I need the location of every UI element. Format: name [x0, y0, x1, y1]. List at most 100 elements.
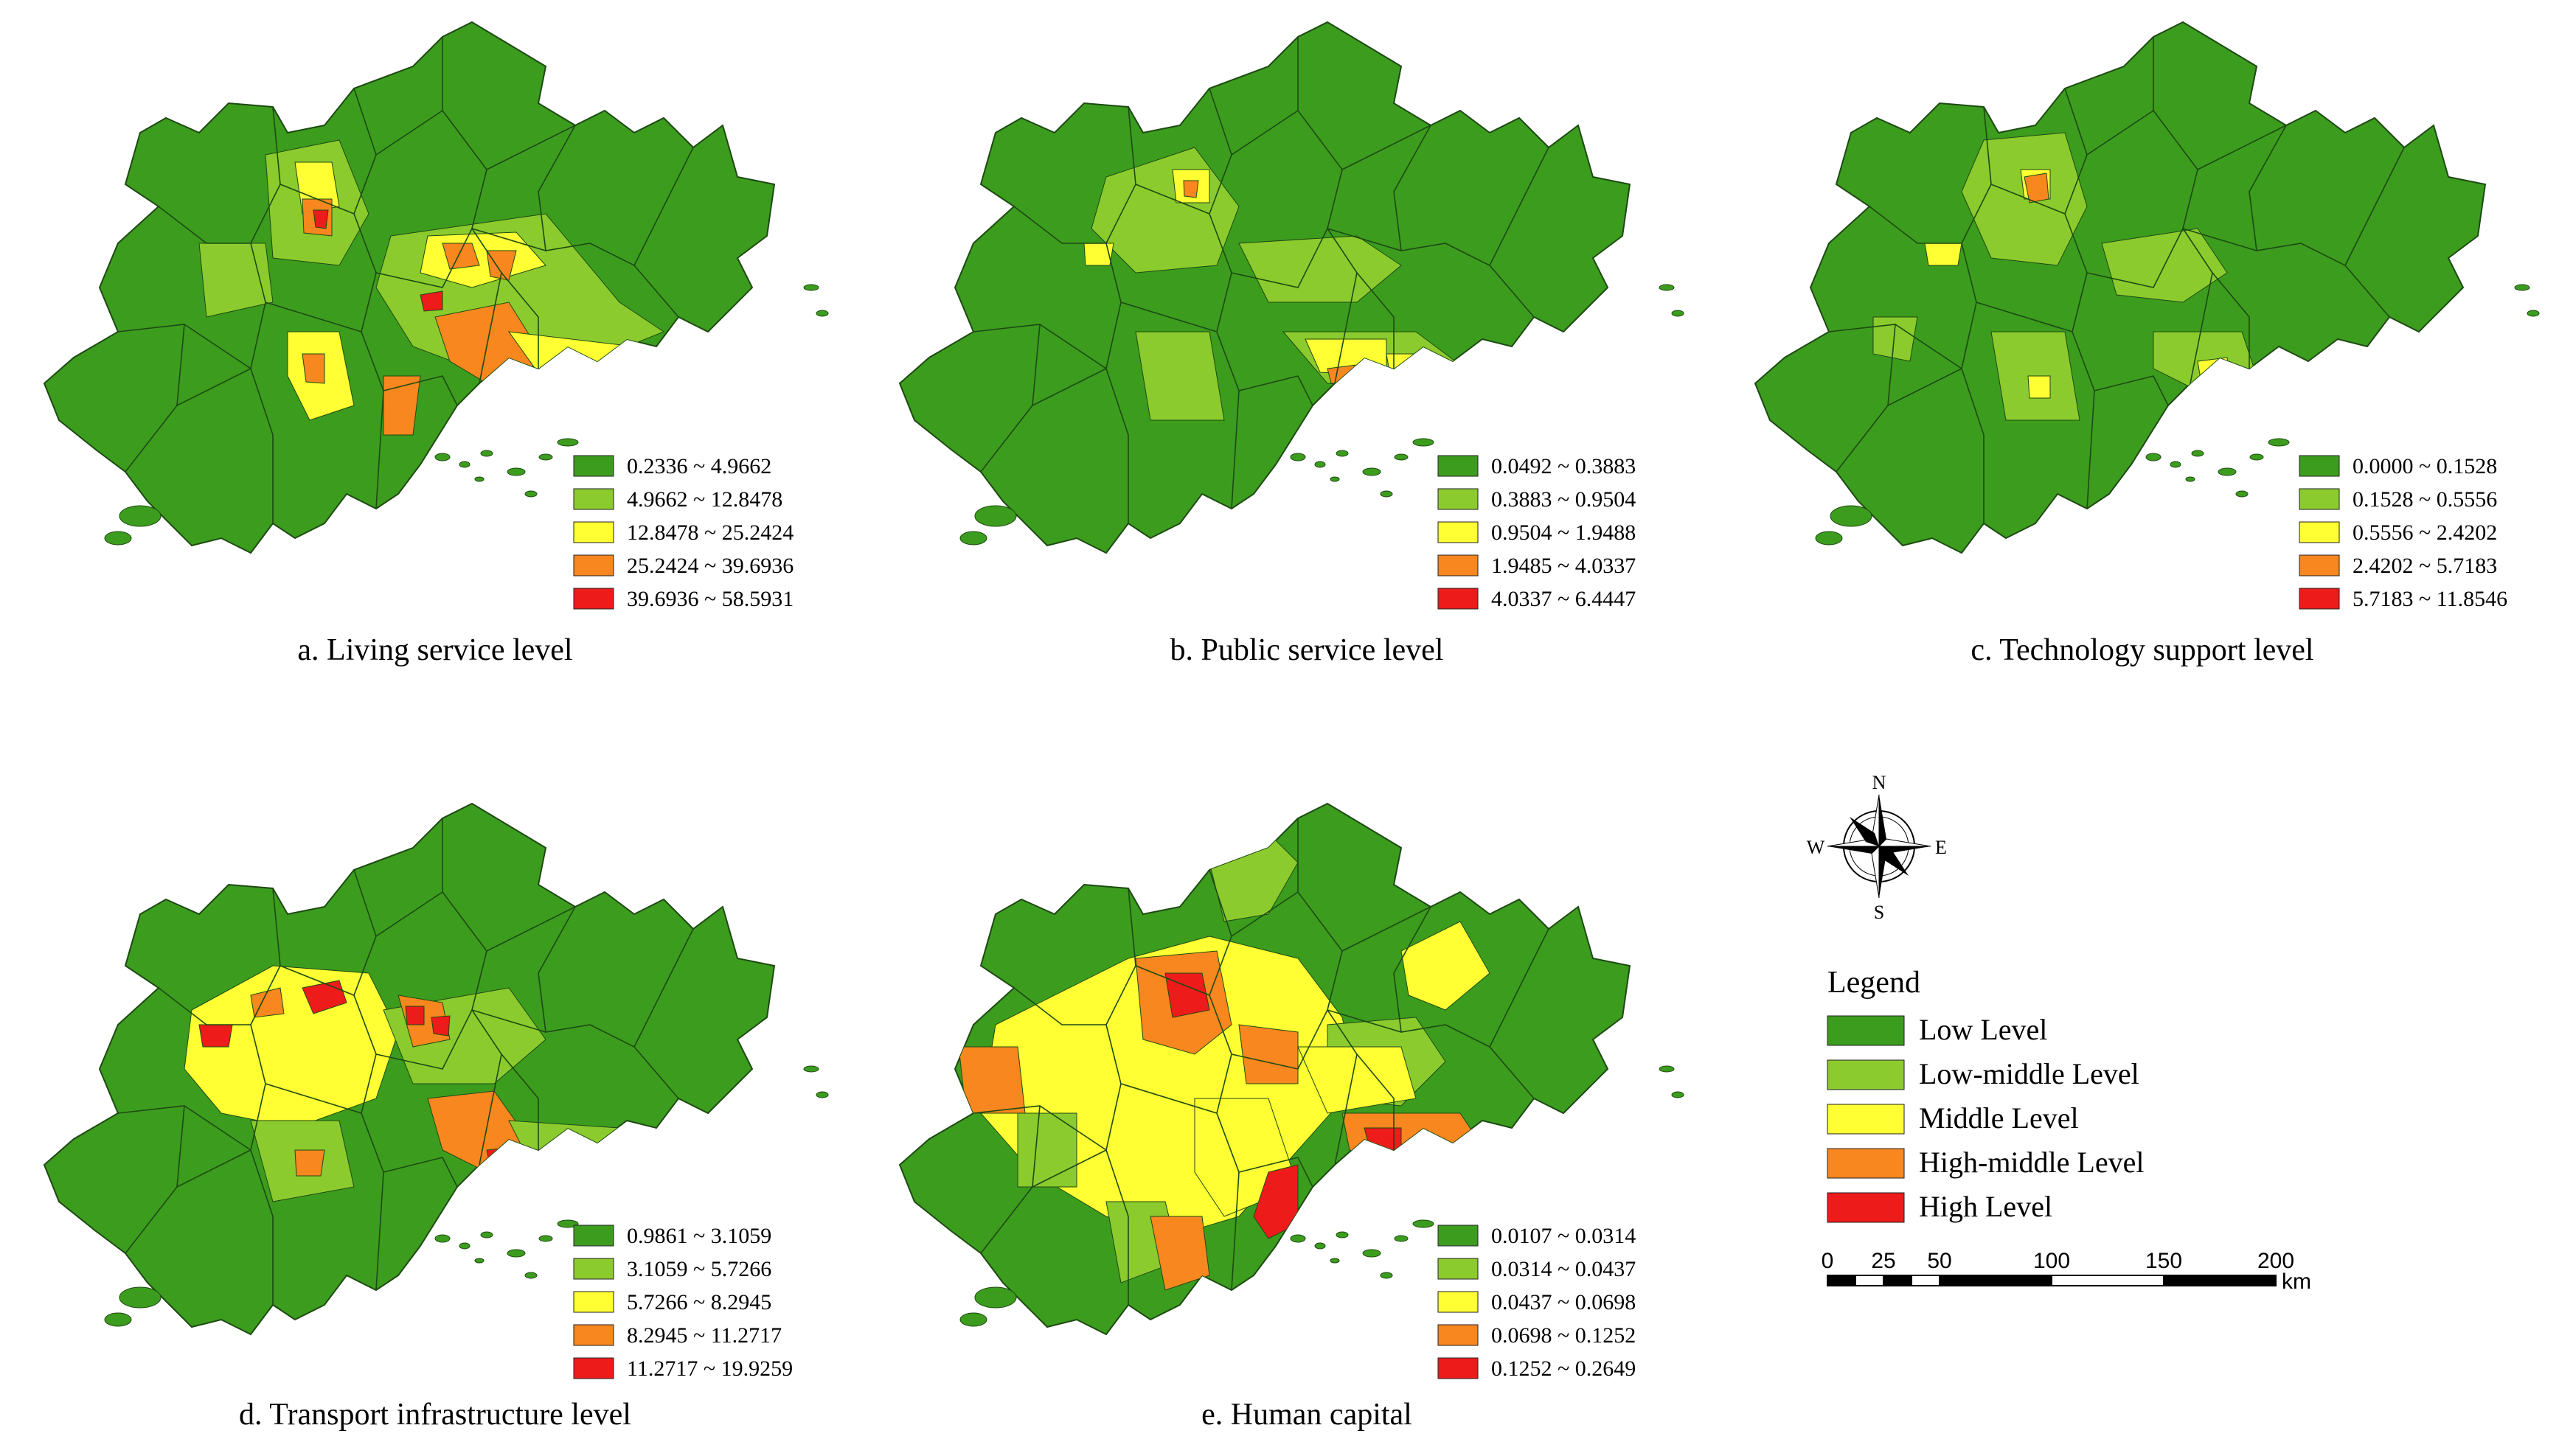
map-panel-e — [899, 803, 1684, 1335]
legend-class-label: 4.0337 ~ 6.4447 — [1491, 587, 1636, 611]
scale-segment — [1883, 1275, 1912, 1286]
scale-tick-label: 150 — [2145, 1249, 2182, 1273]
legend-class-label: 0.5556 ~ 2.4202 — [2353, 520, 2497, 545]
map-area — [486, 250, 517, 281]
legend-level-label: High Level — [1919, 1190, 2052, 1223]
panel-caption-b: b. Public service level — [1170, 633, 1444, 667]
map-area — [1386, 353, 1417, 377]
legend-swatch — [573, 554, 614, 577]
legend-title: Legend — [1827, 966, 1920, 1000]
panel-caption-e: e. Human capital — [1201, 1398, 1412, 1432]
legend-class-label: 12.8478 ~ 25.2424 — [627, 520, 794, 545]
compass-n: N — [1872, 772, 1886, 793]
map-area — [1183, 180, 1199, 198]
scale-unit: km — [2282, 1269, 2311, 1294]
legend-swatch — [573, 1291, 614, 1313]
map-area — [2027, 375, 2051, 399]
legend-class-label: 3.1059 ~ 5.7266 — [627, 1257, 771, 1281]
scale-segment — [1911, 1275, 1940, 1286]
map-area — [1135, 331, 1225, 421]
legend-swatch — [1437, 1225, 1479, 1247]
map-area — [1924, 243, 1962, 266]
legend-class-label: 0.9504 ~ 1.9488 — [1491, 520, 1636, 545]
map-area — [302, 353, 325, 384]
map-area — [442, 243, 480, 270]
scale-segment — [1855, 1275, 1884, 1286]
panel-caption-d: d. Transport infrastructure level — [239, 1398, 631, 1432]
map-area — [486, 1146, 517, 1169]
legend-class-label: 0.0698 ~ 0.1252 — [1491, 1323, 1636, 1348]
map-area — [420, 290, 443, 312]
compass-rose: N E S W — [1807, 772, 1947, 923]
legend-level-swatch — [1827, 1104, 1905, 1135]
scale-tick-label: 0 — [1822, 1249, 1834, 1273]
legend-swatch — [573, 1225, 614, 1247]
map-area — [383, 375, 421, 436]
legend-swatch — [1437, 1291, 1479, 1313]
legend-class-label: 0.2336 ~ 4.9662 — [627, 454, 771, 478]
map-area — [1327, 364, 1358, 384]
scale-segment — [2051, 1275, 2164, 1286]
compass-s: S — [1874, 902, 1884, 923]
legend-swatch — [573, 521, 614, 543]
legend-class-label: 0.1528 ~ 0.5556 — [2353, 487, 2497, 512]
map-area — [1297, 1046, 1417, 1114]
main-legend: Legend Low Level Low-middle Level Middle Le… — [1827, 966, 2144, 1223]
map-area — [1150, 1216, 1210, 1291]
legend-level-swatch — [1827, 1192, 1905, 1223]
legend-class-label: 8.2945 ~ 11.2717 — [627, 1323, 782, 1348]
legend-class-label: 11.2717 ~ 19.9259 — [627, 1356, 793, 1381]
legend-swatch — [1437, 488, 1479, 510]
legend-swatch — [573, 1258, 614, 1280]
legend-level-label: High-middle Level — [1919, 1146, 2144, 1179]
legend-level-label: Middle Level — [1919, 1101, 2079, 1135]
legend-level-swatch — [1827, 1015, 1905, 1046]
panel-caption-a: a. Living service level — [297, 633, 572, 667]
compass-e: E — [1935, 837, 1947, 858]
scale-segment — [1827, 1275, 1856, 1286]
map-area — [508, 1120, 620, 1173]
legend-swatch — [573, 1324, 614, 1346]
scale-tick-label: 200 — [2257, 1249, 2294, 1273]
map-area — [2212, 366, 2229, 381]
legend-class-label: 0.0314 ~ 0.0437 — [1491, 1257, 1636, 1281]
legend-level-swatch — [1827, 1059, 1905, 1090]
legend-class-label: 0.0000 ~ 0.1528 — [2353, 454, 2497, 478]
map-area — [250, 987, 285, 1018]
legend-swatch — [573, 588, 614, 610]
legend-swatch — [1437, 455, 1479, 477]
map-area — [313, 209, 329, 229]
map-area — [198, 1024, 233, 1048]
legend-class-label: 1.9485 ~ 4.0337 — [1491, 554, 1636, 578]
legend-class-label: 0.9861 ~ 3.1059 — [627, 1224, 771, 1248]
class-legend-b: 0.0492 ~ 0.3883 0.3883 ~ 0.9504 0.9504 ~ 1… — [1437, 454, 1636, 611]
legend-swatch — [2299, 455, 2340, 477]
legend-class-label: 0.1252 ~ 0.2649 — [1491, 1356, 1636, 1381]
map-area — [1400, 921, 1490, 1011]
legend-swatch — [2299, 554, 2340, 577]
scale-segment — [2163, 1275, 2277, 1286]
map-area — [1017, 1112, 1077, 1188]
legend-swatch — [1437, 1258, 1479, 1280]
map-area — [184, 965, 399, 1129]
panel-caption-c: c. Technology support level — [1971, 633, 2313, 667]
legend-class-label: 5.7266 ~ 8.2945 — [627, 1290, 771, 1314]
legend-class-label: 5.7183 ~ 11.8546 — [2353, 587, 2507, 611]
map-area — [1238, 1024, 1299, 1084]
map-area — [431, 1015, 451, 1037]
legend-class-label: 0.0437 ~ 0.0698 — [1491, 1290, 1636, 1314]
legend-swatch — [1437, 1324, 1479, 1346]
map-panel-b — [899, 21, 1684, 554]
scale-tick-label: 50 — [1927, 1249, 1951, 1273]
scale-segment — [1939, 1275, 2052, 1286]
map-area — [1872, 316, 1918, 362]
map-area — [1253, 1164, 1299, 1239]
legend-level-label: Low Level — [1919, 1013, 2047, 1046]
legend-swatch — [573, 455, 614, 477]
legend-swatch — [2299, 521, 2340, 543]
legend-swatch — [1437, 521, 1479, 543]
class-legend-e: 0.0107 ~ 0.0314 0.0314 ~ 0.0437 0.0437 ~ 0… — [1437, 1224, 1636, 1381]
class-legend-a: 0.2336 ~ 4.9662 4.9662 ~ 12.8478 12.8478 ~… — [573, 454, 794, 611]
map-area — [1238, 235, 1402, 303]
